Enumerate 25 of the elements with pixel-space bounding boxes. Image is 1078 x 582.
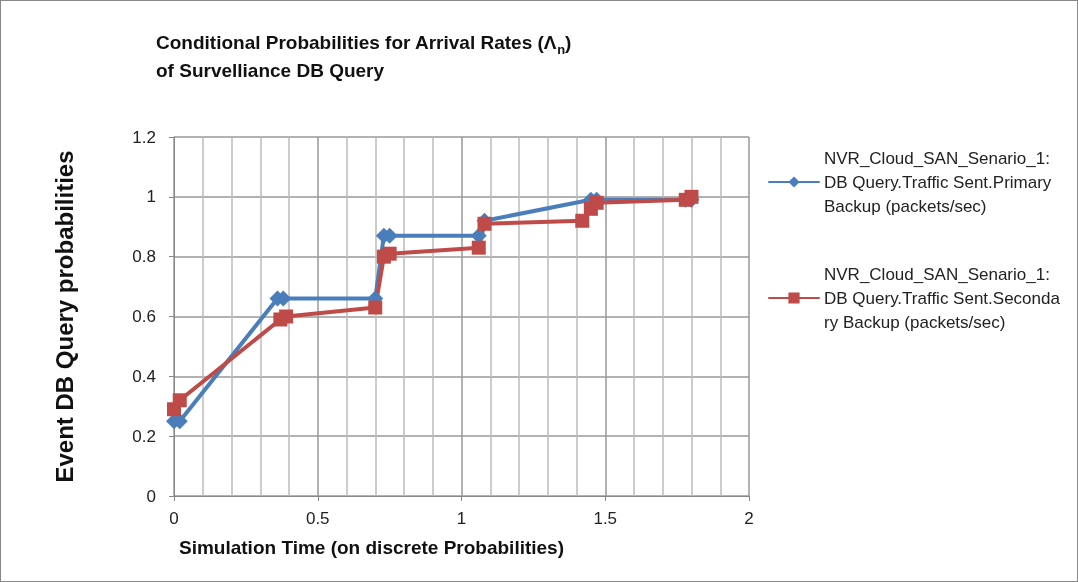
x-tick-label: 0 — [169, 509, 179, 528]
point — [684, 189, 699, 204]
point — [589, 195, 604, 210]
x-tick-label: 1.5 — [593, 509, 618, 528]
y-tick-label: 0.6 — [132, 307, 156, 326]
point — [382, 246, 397, 261]
y-tick-label: 0.2 — [132, 426, 156, 446]
legend-label: NVR_Cloud_SAN_Senario_1: DB Query.Traffic Sent.Primary Backup (packets/sec) — [824, 148, 1057, 216]
point — [575, 213, 590, 228]
y-tick-label: 1 — [146, 187, 156, 207]
point — [471, 240, 486, 255]
y-tick-label: 0 — [146, 486, 156, 506]
x-tick-label: 1 — [456, 509, 467, 528]
x-tick-label: 2 — [744, 509, 754, 528]
point — [172, 393, 187, 408]
legend-label: NVR_Cloud_SAN_Senario_1: DB Query.Traffic Sent.Secondary Backup (packets/sec) — [824, 264, 1061, 332]
y-axis-title: Event DB Query probabilities — [50, 150, 78, 483]
y-tick-label: 0.8 — [132, 247, 156, 267]
x-tick-label: 0.5 — [305, 509, 330, 528]
y-tick-label: 0.4 — [132, 366, 156, 386]
point — [279, 309, 294, 324]
point — [368, 300, 383, 315]
point — [477, 216, 492, 231]
y-tick-label: 1.2 — [132, 127, 156, 147]
x-axis-title: Simulation Time (on discrete Probabilities) — [178, 537, 565, 558]
